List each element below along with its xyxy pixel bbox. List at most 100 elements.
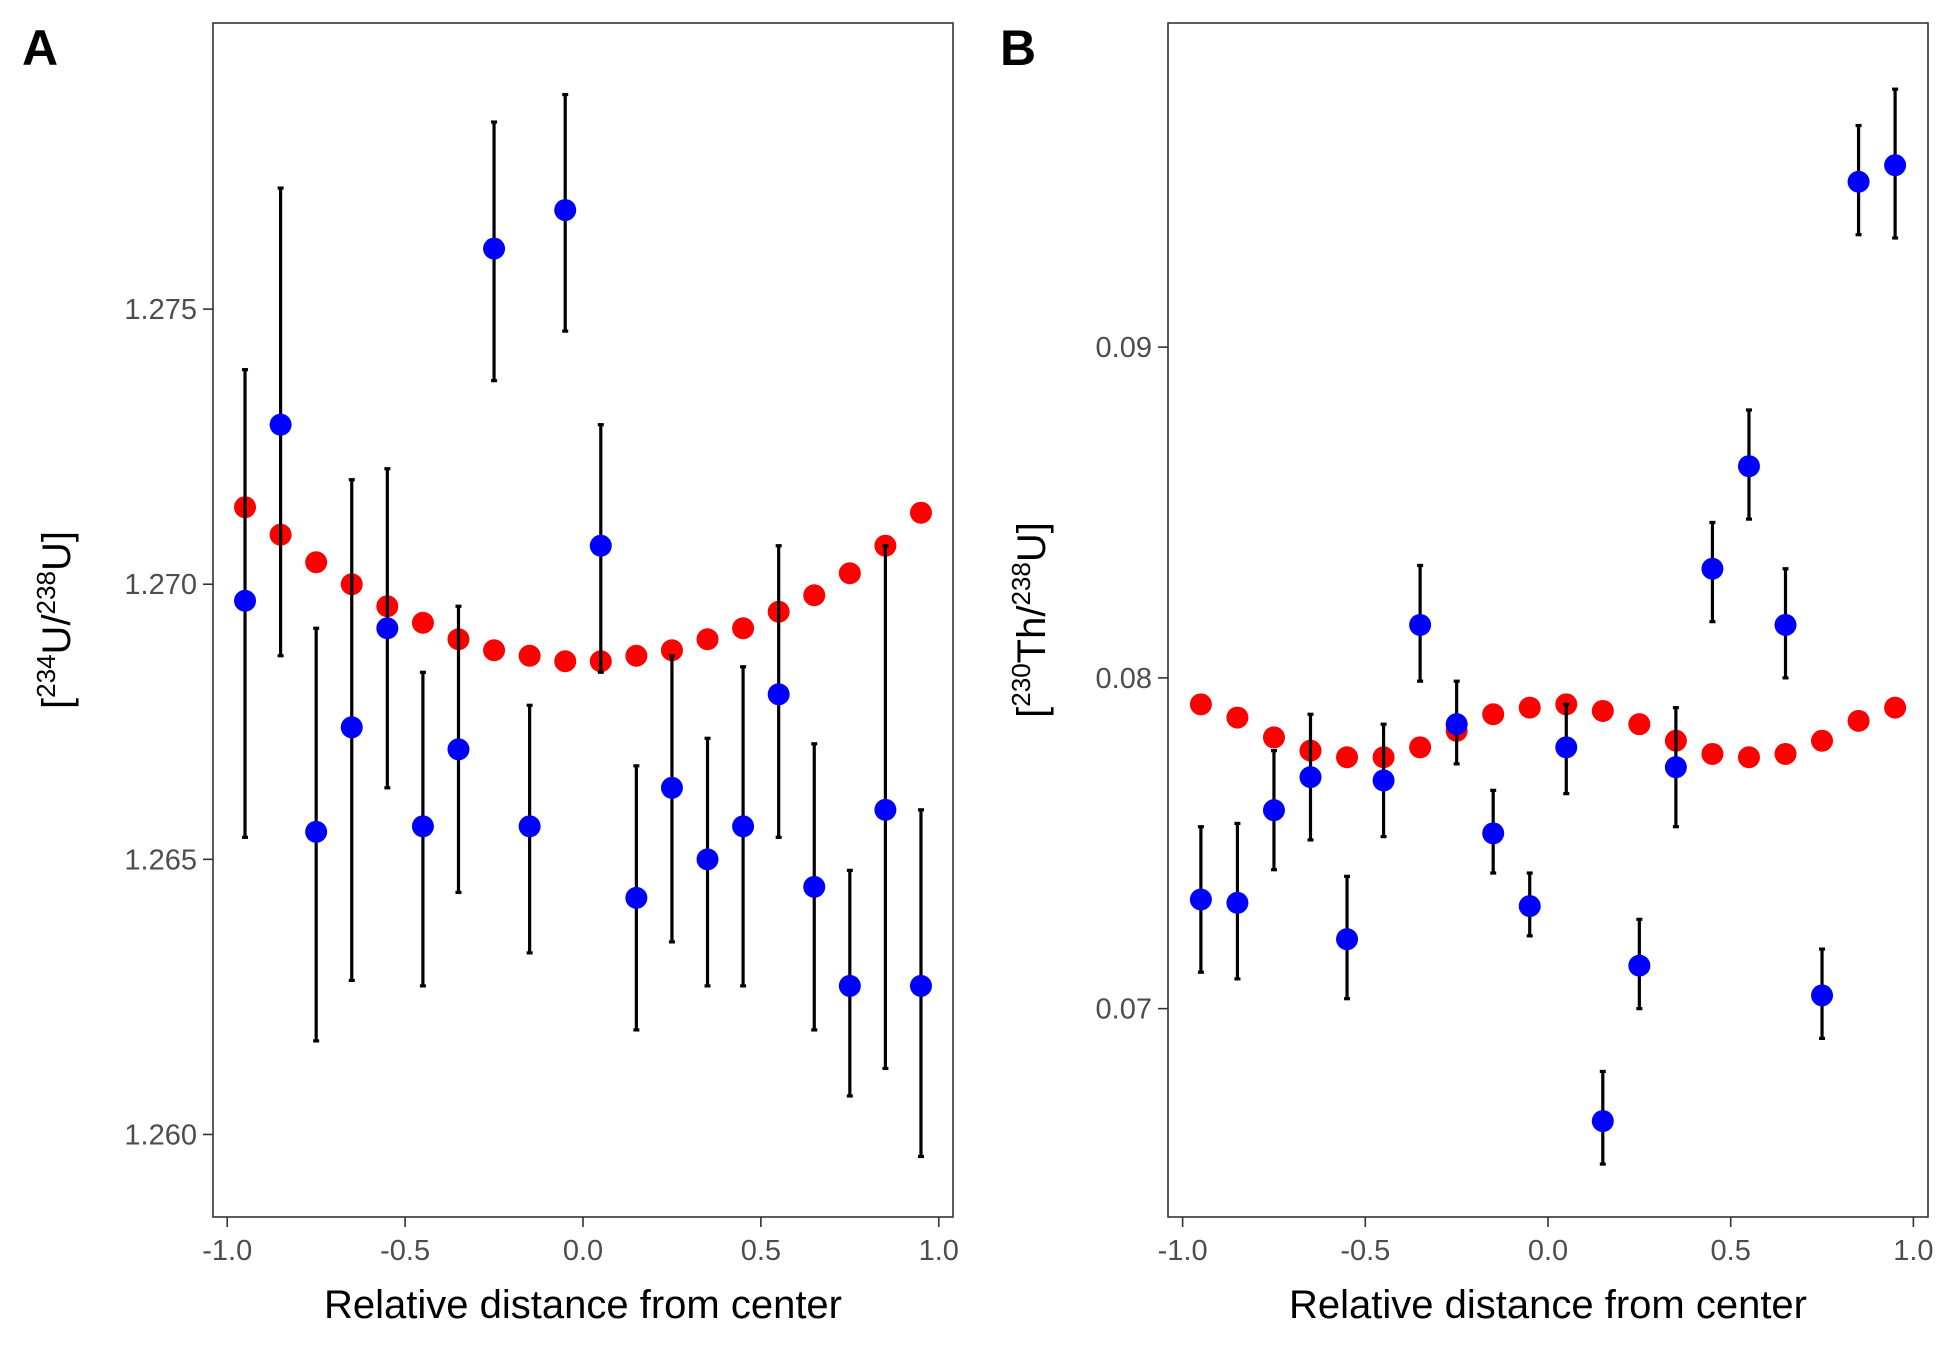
- panel-a-ylabel-mid: U/: [35, 614, 79, 655]
- data-point: [1628, 713, 1651, 736]
- data-point: [1409, 613, 1432, 636]
- data-point: [305, 820, 328, 843]
- series-blue: [1189, 87, 1907, 1166]
- panel-a-ylabel-open: [: [35, 698, 79, 709]
- x-tick-label: 0.5: [1711, 1235, 1751, 1267]
- data-point: [767, 683, 790, 706]
- data-point: [554, 650, 577, 673]
- series-blue: [234, 92, 932, 1159]
- data-point: [1372, 769, 1395, 792]
- panel-a-ylabel-sup2: 238: [31, 571, 61, 614]
- y-tick-label: 0.07: [1096, 994, 1152, 1026]
- data-point: [376, 617, 399, 640]
- data-point: [1555, 736, 1578, 759]
- x-tick-label: -1.0: [1158, 1235, 1208, 1267]
- x-tick-label: 0.0: [1528, 1235, 1568, 1267]
- data-point: [1737, 746, 1760, 769]
- panel-b-ylabel-sup2: 238: [1006, 562, 1036, 605]
- y-tick-label: 1.265: [124, 844, 197, 876]
- data-point: [696, 848, 719, 871]
- data-point: [1701, 742, 1724, 765]
- data-point: [1299, 766, 1322, 789]
- data-point: [589, 534, 612, 557]
- data-point: [803, 875, 826, 898]
- data-point: [1811, 729, 1834, 752]
- panel-a-x-axis-title: Relative distance from center: [324, 1283, 842, 1327]
- panel-b-marks: [1189, 87, 1907, 1166]
- panel-a-ylabel-close: U]: [35, 531, 79, 571]
- data-point: [1226, 706, 1249, 729]
- panel-a-y-axis-title: [234U/238U]: [31, 531, 79, 709]
- panel-b-ylabel-close: U]: [1010, 522, 1054, 562]
- data-point: [1591, 1110, 1614, 1133]
- data-point: [1701, 557, 1724, 580]
- data-point: [1847, 709, 1870, 732]
- data-point: [1336, 746, 1359, 769]
- data-point: [1189, 693, 1212, 716]
- data-point: [1226, 891, 1249, 914]
- panel-b-x-axis-title: Relative distance from center: [1289, 1283, 1807, 1327]
- data-point: [732, 617, 755, 640]
- panel-b-ticks: -1.0 -0.5 0.0 0.5 1.0 0.07 0.08 0.09: [1096, 332, 1934, 1267]
- data-point: [696, 628, 719, 651]
- data-point: [1591, 699, 1614, 722]
- data-point: [1336, 928, 1359, 951]
- data-point: [1262, 726, 1285, 749]
- data-point: [1664, 756, 1687, 779]
- data-point: [411, 611, 434, 634]
- data-point: [660, 639, 683, 662]
- data-point: [1884, 696, 1907, 719]
- data-point: [483, 237, 506, 260]
- data-point: [1774, 742, 1797, 765]
- data-point: [838, 562, 861, 585]
- x-tick-label: 0.0: [563, 1235, 603, 1267]
- data-point: [909, 974, 932, 997]
- data-point: [554, 199, 577, 222]
- data-point: [1847, 170, 1870, 193]
- panel-a-letter: A: [22, 20, 58, 76]
- data-point: [660, 776, 683, 799]
- panel-a-ticks: -1.0 -0.5 0.0 0.5 1.0 1.260 1.265 1.270 1.275: [124, 294, 959, 1267]
- data-point: [1189, 888, 1212, 911]
- data-point: [340, 716, 363, 739]
- panel-b-letter: B: [1000, 20, 1036, 76]
- y-tick-label: 1.260: [124, 1119, 197, 1151]
- data-point: [1409, 736, 1432, 759]
- data-point: [269, 413, 292, 436]
- y-tick-label: 1.270: [124, 569, 197, 601]
- x-tick-label: 1.0: [919, 1235, 959, 1267]
- panel-b-ylabel-mid: Th/: [1010, 605, 1054, 664]
- panel-b-y-axis-title: [230Th/238U]: [1006, 522, 1054, 718]
- panel-b-frame: [1167, 22, 1929, 1218]
- data-point: [518, 815, 541, 838]
- data-point: [518, 644, 541, 667]
- x-tick-label: 0.5: [741, 1235, 781, 1267]
- panel-a-frame: [212, 22, 954, 1218]
- data-point: [1628, 954, 1651, 977]
- panel-b: B -1.0 -0.5 0.0 0.5 1.0 0.07 0.08 0.09 Relative…: [1000, 20, 1934, 1327]
- data-point: [1518, 696, 1541, 719]
- y-tick-label: 1.275: [124, 294, 197, 326]
- data-point: [1445, 713, 1468, 736]
- data-point: [411, 815, 434, 838]
- x-tick-label: -0.5: [380, 1235, 430, 1267]
- data-point: [1737, 455, 1760, 478]
- data-point: [625, 886, 648, 909]
- panel-b-ylabel-sup1: 230: [1006, 663, 1036, 706]
- panel-b-ylabel-open: [: [1010, 707, 1054, 718]
- data-point: [234, 589, 257, 612]
- panel-a: A -1.0 -0.5 0.0 0.5 1.01.2601.2651.2701.275 …: [22, 20, 959, 1327]
- data-point: [732, 815, 755, 838]
- data-point: [1518, 895, 1541, 918]
- data-point: [1774, 613, 1797, 636]
- data-point: [1482, 822, 1505, 845]
- data-point: [1262, 799, 1285, 822]
- data-point: [483, 639, 506, 662]
- data-point: [305, 551, 328, 574]
- data-point: [625, 644, 648, 667]
- data-point: [447, 738, 470, 761]
- panel-a-ylabel-sup1: 234: [31, 654, 61, 697]
- data-point: [909, 501, 932, 524]
